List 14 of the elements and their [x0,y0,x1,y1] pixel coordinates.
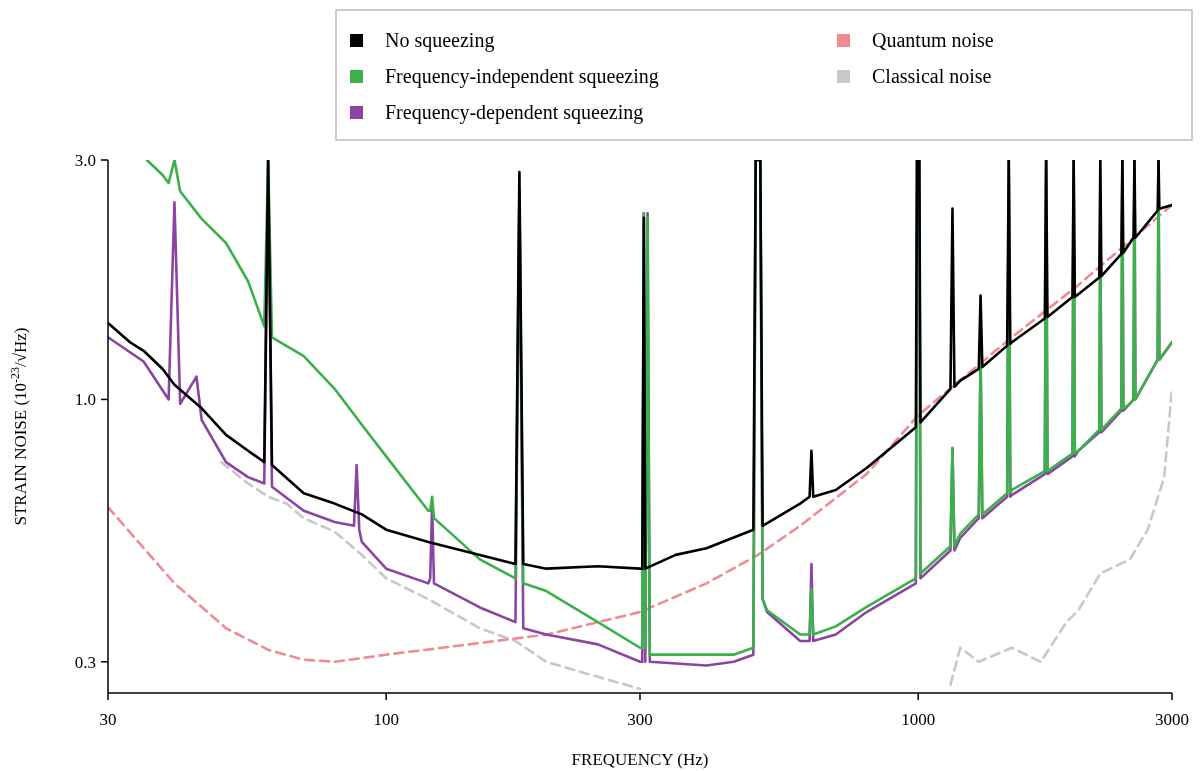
legend-label: Quantum noise [872,29,994,51]
x-axis-title: FREQUENCY (Hz) [571,750,709,769]
legend-label: No squeezing [385,29,495,52]
y-tick-label: 3.0 [74,150,96,170]
y-tick-label: 1.0 [74,390,96,410]
x-tick-label: 30 [99,710,117,729]
legend-label: Classical noise [872,65,992,87]
y-tick-label: 0.3 [74,652,96,672]
x-tick-label: 300 [627,710,653,729]
legend-label: Frequency-independent squeezing [385,65,659,88]
x-tick-label: 1000 [901,710,936,729]
x-tick-label: 100 [373,710,399,729]
x-tick-label: 3000 [1155,710,1189,729]
legend-label: Frequency-dependent squeezing [385,101,644,124]
